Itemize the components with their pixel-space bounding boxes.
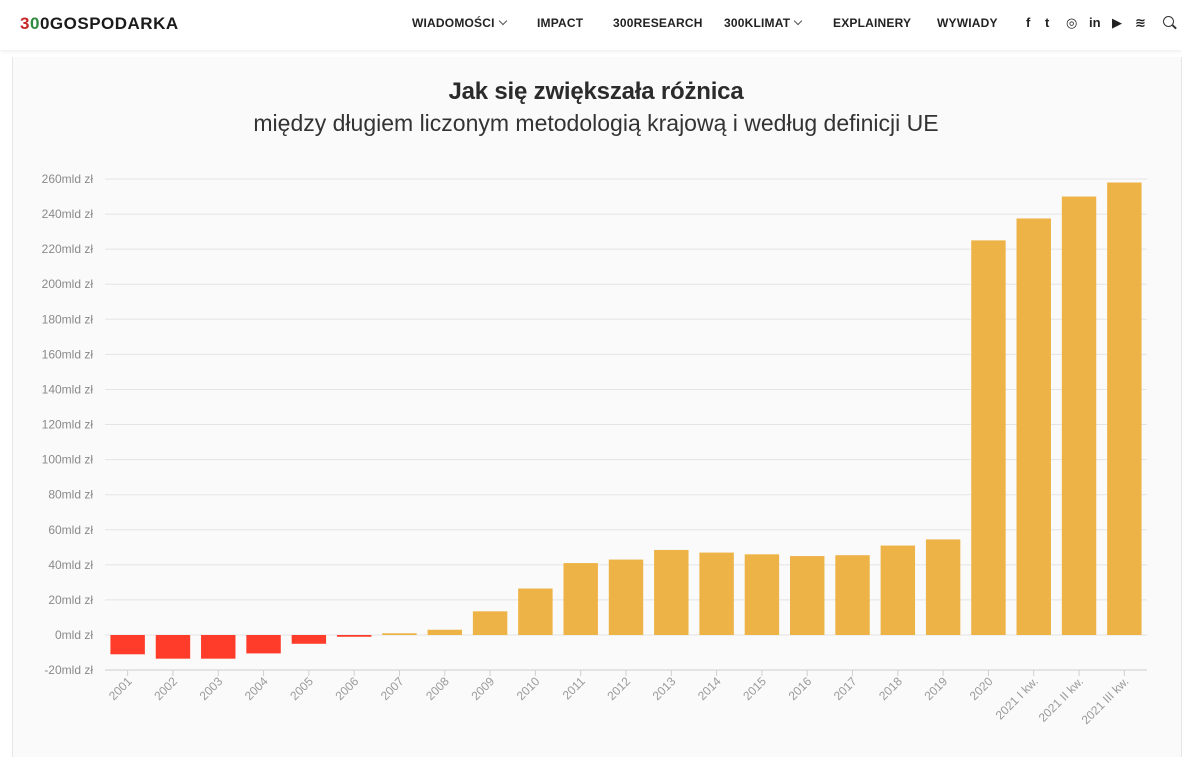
- nav-item-300klimat[interactable]: 300KLIMAT: [724, 16, 803, 30]
- x-tick-label: 2005: [287, 674, 316, 703]
- y-tick-label: 180mld zł: [42, 312, 94, 326]
- y-tick-label: 80mld zł: [48, 488, 93, 502]
- x-tick-label: 2015: [740, 674, 769, 703]
- bar: [1061, 196, 1097, 636]
- top-navigation-bar: 300GOSPODARKA WIADOMOŚCI IMPACT 300RESEA…: [0, 0, 1182, 50]
- bar: [563, 563, 598, 635]
- chevron-down-icon: [498, 16, 507, 26]
- nav-item-wiadomosci[interactable]: WIADOMOŚCI: [412, 16, 507, 30]
- rss-icon[interactable]: ≋: [1135, 15, 1146, 30]
- y-tick-label: 100mld zł: [42, 453, 94, 467]
- bar: [382, 633, 417, 635]
- bar: [608, 559, 644, 635]
- instagram-icon[interactable]: ◎: [1066, 15, 1078, 30]
- nav-item-wywiady[interactable]: WYWIADY: [937, 16, 998, 30]
- linkedin-icon[interactable]: in: [1089, 15, 1101, 30]
- x-tick-label: 2018: [876, 674, 905, 703]
- bar: [654, 549, 689, 635]
- x-tick-label: 2010: [514, 674, 543, 703]
- y-tick-label: 60mld zł: [48, 523, 93, 537]
- y-tick-label: 120mld zł: [42, 418, 94, 432]
- bar: [427, 629, 462, 635]
- main-nav: WIADOMOŚCI IMPACT 300RESEARCH 300KLIMAT …: [0, 16, 1182, 36]
- bar: [246, 635, 281, 654]
- y-tick-label: 0mld zł: [55, 628, 93, 642]
- x-tick-label: 2008: [423, 674, 452, 703]
- nav-item-impact[interactable]: IMPACT: [537, 16, 584, 30]
- bar: [925, 539, 961, 635]
- bar: [155, 635, 191, 659]
- x-tick-label: 2003: [197, 674, 226, 703]
- y-tick-label: 20mld zł: [48, 593, 93, 607]
- x-tick-label: 2002: [151, 674, 180, 703]
- y-tick-label: 140mld zł: [42, 382, 94, 396]
- y-tick-label: 200mld zł: [42, 277, 94, 291]
- x-tick-label: 2009: [468, 674, 497, 703]
- y-tick-label: 40mld zł: [48, 558, 93, 572]
- nav-item-explainery[interactable]: EXPLAINERY: [833, 16, 912, 30]
- chevron-down-icon: [794, 16, 803, 26]
- bar: [291, 635, 327, 644]
- search-icon[interactable]: [1163, 16, 1174, 27]
- bar: [971, 240, 1006, 635]
- x-tick-label: 2006: [333, 674, 362, 703]
- bar: [336, 635, 372, 637]
- x-tick-label: 2020: [967, 674, 996, 703]
- x-tick-label: 2013: [650, 674, 679, 703]
- youtube-icon[interactable]: ▶: [1112, 15, 1122, 30]
- chart-subtitle: między długiem liczonym metodologią kraj…: [253, 110, 939, 136]
- nav-item-300research[interactable]: 300RESEARCH: [613, 16, 703, 30]
- y-tick-label: 220mld zł: [42, 242, 94, 256]
- site-logo[interactable]: 300GOSPODARKA: [20, 14, 179, 33]
- y-tick-label: 240mld zł: [42, 207, 94, 221]
- x-tick-label: 2011: [560, 674, 588, 702]
- bar: [835, 555, 870, 635]
- bar: [1107, 182, 1142, 635]
- bar: [201, 635, 236, 659]
- x-tick-label: 2016: [786, 674, 815, 703]
- twitter-icon[interactable]: t: [1045, 15, 1050, 30]
- bar: [1016, 218, 1051, 635]
- x-tick-label: 2017: [831, 674, 860, 703]
- bar: [880, 545, 916, 635]
- chart-title: Jak się zwiększała różnica: [448, 78, 744, 105]
- bar: [110, 635, 145, 655]
- x-tick-label: 2004: [242, 674, 271, 703]
- x-tick-label: 2021 III kw.: [1079, 674, 1132, 727]
- y-tick-label: 260mld zł: [42, 172, 94, 186]
- y-tick-label: -20mld zł: [44, 663, 93, 677]
- bar: [744, 554, 780, 635]
- bar: [790, 556, 825, 635]
- x-tick-label: 2012: [604, 674, 633, 703]
- x-tick-label: 2021 I kw.: [993, 674, 1041, 722]
- bar: [699, 552, 734, 635]
- x-tick-label: 2007: [378, 674, 407, 703]
- x-tick-label: 2019: [921, 674, 950, 703]
- y-tick-label: 160mld zł: [42, 347, 94, 361]
- x-tick-label: 2014: [695, 674, 724, 703]
- facebook-icon[interactable]: f: [1026, 15, 1031, 30]
- bar: [472, 611, 508, 635]
- x-tick-label: 2001: [106, 674, 135, 703]
- bar: [518, 588, 553, 635]
